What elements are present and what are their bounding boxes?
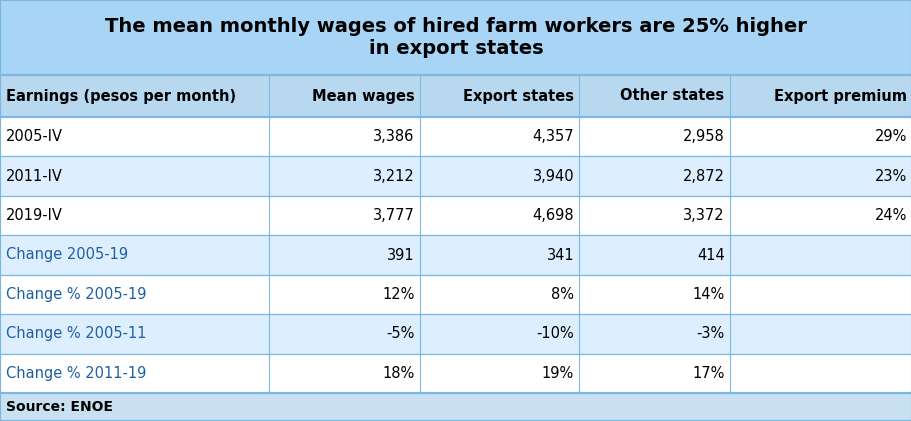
Text: Export states: Export states [463,88,574,104]
Text: 2019-IV: 2019-IV [6,208,63,223]
Text: -10%: -10% [536,326,574,341]
Bar [0,75,911,117]
Bar [0,0,911,75]
Text: 3,777: 3,777 [373,208,415,223]
Text: 19%: 19% [541,366,574,381]
Text: 341: 341 [546,248,574,263]
Text: 2,958: 2,958 [682,129,724,144]
Text: Other states: Other states [619,88,724,104]
Text: 3,212: 3,212 [373,169,415,184]
Bar [0,275,911,314]
Text: 29%: 29% [874,129,906,144]
Text: 4,698: 4,698 [532,208,574,223]
Text: The mean monthly wages of hired farm workers are 25% higher
in export states: The mean monthly wages of hired farm wor… [105,17,806,58]
Text: 14%: 14% [691,287,724,302]
Text: 2,872: 2,872 [681,169,724,184]
Bar [0,157,911,196]
Text: 18%: 18% [382,366,415,381]
Text: 23%: 23% [874,169,906,184]
Text: 2011-IV: 2011-IV [6,169,63,184]
Bar [0,354,911,393]
Text: 414: 414 [696,248,724,263]
Text: 391: 391 [386,248,415,263]
Text: Change 2005-19: Change 2005-19 [6,248,128,263]
Text: Change % 2005-11: Change % 2005-11 [6,326,147,341]
Text: Earnings (pesos per month): Earnings (pesos per month) [6,88,236,104]
Bar [0,117,911,157]
Text: 12%: 12% [382,287,415,302]
Text: Change % 2011-19: Change % 2011-19 [6,366,146,381]
Text: 3,386: 3,386 [373,129,415,144]
Bar [0,393,911,421]
Text: 8%: 8% [550,287,574,302]
Text: Change % 2005-19: Change % 2005-19 [6,287,147,302]
Text: 3,372: 3,372 [682,208,724,223]
Bar [0,314,911,354]
Text: Export premium: Export premium [773,88,906,104]
Text: 4,357: 4,357 [532,129,574,144]
Text: 3,940: 3,940 [532,169,574,184]
Text: 2005-IV: 2005-IV [6,129,63,144]
Bar [0,235,911,275]
Text: Source: ENOE: Source: ENOE [6,400,113,414]
Text: Mean wages: Mean wages [312,88,415,104]
Text: 17%: 17% [691,366,724,381]
Text: -5%: -5% [385,326,415,341]
Bar [0,196,911,235]
Text: 24%: 24% [874,208,906,223]
Text: -3%: -3% [696,326,724,341]
